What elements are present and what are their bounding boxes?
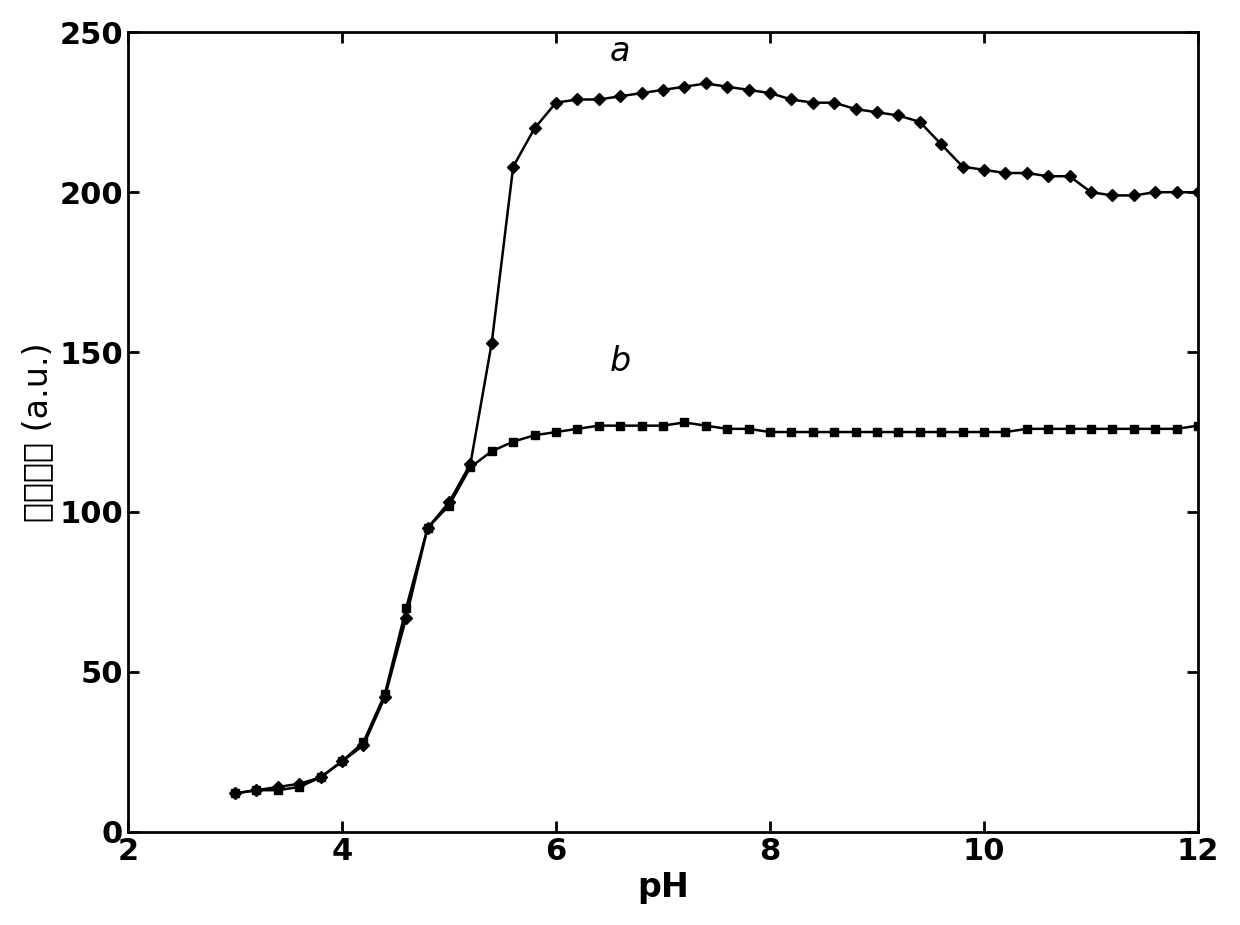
Text: a: a	[610, 34, 630, 68]
Text: b: b	[610, 345, 631, 377]
Y-axis label: 荧光强度 (a.u.): 荧光强度 (a.u.)	[21, 342, 53, 522]
X-axis label: pH: pH	[637, 871, 689, 904]
